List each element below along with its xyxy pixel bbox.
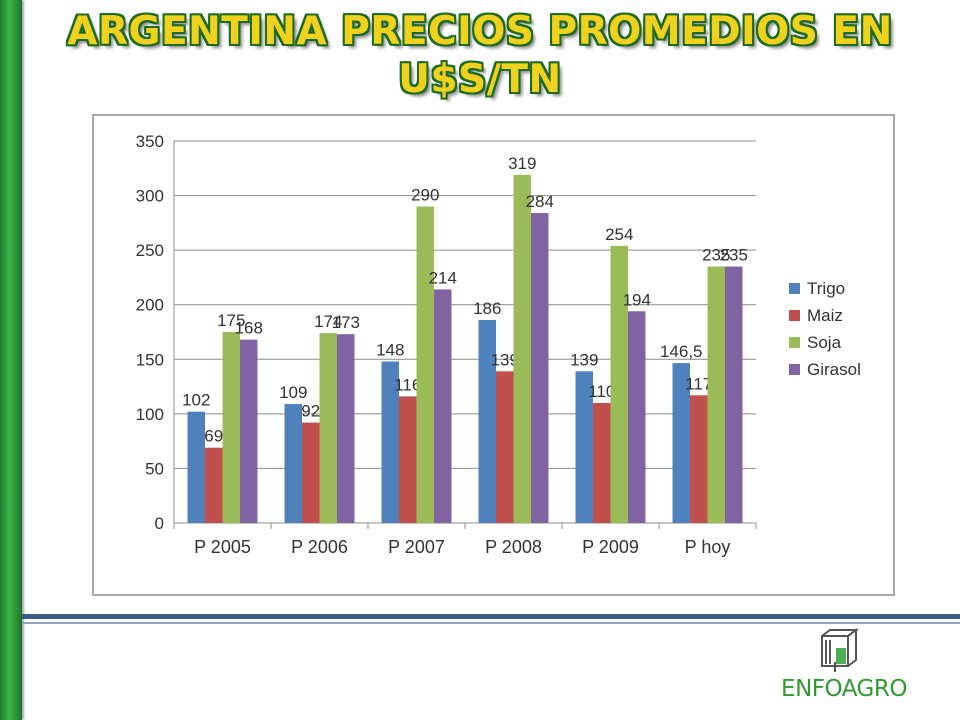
x-tick-label: P 2007 — [388, 537, 445, 557]
data-label: 186 — [473, 299, 501, 318]
data-label: 109 — [279, 383, 307, 402]
legend-label: Maiz — [807, 306, 843, 325]
data-label: 214 — [429, 268, 457, 287]
data-label: 116 — [394, 375, 421, 394]
data-label: 290 — [411, 185, 439, 204]
data-label: 235 — [720, 246, 748, 265]
bar-trigo — [575, 371, 593, 523]
bar-soja — [707, 266, 725, 523]
data-label: 284 — [526, 192, 554, 211]
bar-maiz — [690, 395, 708, 523]
data-label: 139 — [570, 350, 598, 369]
bar-maiz — [205, 447, 223, 523]
data-label: 235 — [702, 246, 730, 265]
y-tick-label: 0 — [155, 514, 164, 533]
footer-rule-thin — [22, 622, 960, 624]
data-label: 117 — [685, 374, 712, 393]
data-label: 146,5 — [660, 342, 703, 361]
bar-trigo — [284, 404, 302, 523]
x-tick-label: P 2006 — [291, 537, 348, 557]
legend-label: Soja — [807, 333, 842, 352]
y-tick-label: 200 — [136, 296, 164, 315]
y-tick-label: 50 — [145, 459, 164, 478]
legend-swatch — [789, 283, 800, 294]
data-label: 168 — [235, 319, 263, 338]
bar-girasol — [434, 289, 452, 523]
x-tick-label: P 2009 — [582, 537, 639, 557]
footer-rule — [22, 614, 960, 619]
bar-soja — [416, 206, 434, 523]
data-label: 254 — [605, 225, 633, 244]
data-label: 110 — [588, 382, 615, 401]
y-tick-label: 100 — [136, 405, 164, 424]
bar-maiz — [399, 396, 417, 523]
bar-trigo — [478, 319, 496, 523]
data-label: 69 — [204, 427, 223, 446]
bar-maiz — [302, 422, 320, 523]
bar-girasol — [628, 311, 646, 523]
x-tick-label: P hoy — [685, 537, 731, 557]
slide-title: ARGENTINA PRECIOS PROMEDIOS EN U$S/TN — [67, 9, 893, 102]
y-tick-label: 300 — [136, 187, 164, 206]
left-accent-bar — [0, 0, 22, 720]
bar-soja — [222, 332, 240, 523]
bar-girasol — [725, 266, 743, 523]
legend-swatch — [789, 337, 800, 348]
data-label: 92 — [301, 402, 320, 421]
bar-girasol — [531, 213, 549, 523]
bar-soja — [319, 333, 337, 523]
data-label: 174 — [314, 312, 342, 331]
legend-label: Girasol — [807, 360, 861, 379]
legend-swatch — [789, 364, 800, 375]
y-tick-label: 250 — [136, 241, 164, 260]
logo-text: ENFOAGRO — [781, 676, 907, 702]
y-tick-label: 150 — [136, 350, 164, 369]
legend-swatch — [789, 310, 800, 321]
bar-girasol — [240, 339, 258, 523]
silo-icon — [821, 628, 859, 672]
data-label: 102 — [182, 391, 210, 410]
legend-label: Trigo — [807, 279, 845, 298]
y-tick-label: 350 — [136, 132, 164, 151]
bar-soja — [610, 245, 628, 523]
enfoagro-logo: ENFOAGRO — [774, 624, 914, 708]
bar-girasol — [337, 334, 355, 523]
bar-trigo — [672, 363, 690, 523]
data-label: 175 — [217, 311, 245, 330]
chart-frame: 0 50 100 150 200 250 300 350 102 69 175 168 P 2005 10… — [92, 114, 895, 596]
bar-trigo — [187, 411, 205, 523]
data-label: 319 — [508, 154, 536, 173]
data-label: 139 — [491, 350, 519, 369]
x-tick-label: P 2005 — [194, 537, 251, 557]
data-label: 173 — [332, 313, 360, 332]
data-label: 148 — [376, 340, 404, 359]
data-label: 194 — [623, 290, 651, 309]
x-tick-label: P 2008 — [485, 537, 542, 557]
bar-soja — [513, 174, 531, 523]
bar-maiz — [496, 371, 514, 523]
bar-maiz — [593, 402, 611, 523]
bar-trigo — [381, 361, 399, 523]
